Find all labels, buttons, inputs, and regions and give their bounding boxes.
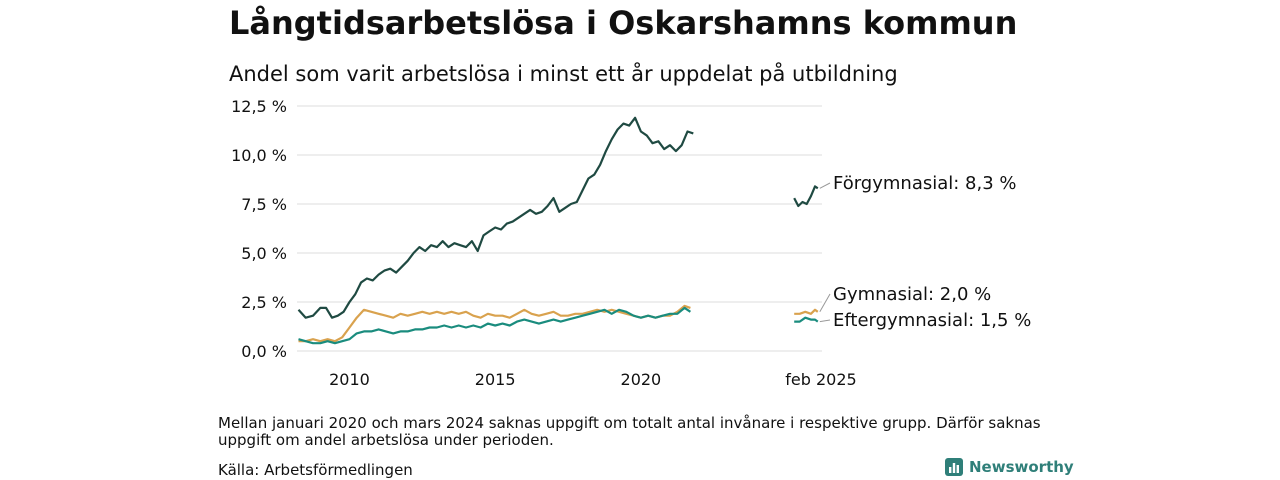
source-note: Källa: Arbetsförmedlingen xyxy=(218,461,413,479)
y-tick-label: 0,0 % xyxy=(241,342,287,361)
y-tick-label: 12,5 % xyxy=(231,97,287,116)
series-line-latest-eftergymnasial xyxy=(794,316,819,323)
y-tick-label: 2,5 % xyxy=(241,293,287,312)
line-chart: 0,0 % 2,5 % 5,0 % 7,5 % 10,0 % 12,5 % 2010 2015… xyxy=(231,97,1031,389)
series-line-latest-gymnasial xyxy=(794,308,819,315)
x-tick-label: 2020 xyxy=(621,370,662,389)
y-tick-label: 7,5 % xyxy=(241,195,287,214)
y-tick-label: 5,0 % xyxy=(241,244,287,263)
chart-title: Långtidsarbetslösa i Oskarshamns kommun xyxy=(229,4,1018,42)
series-line-latest-förgymnasial xyxy=(793,185,819,208)
x-tick-label-latest: feb 2025 xyxy=(785,370,856,389)
x-tick-label: 2015 xyxy=(475,370,516,389)
footnote: Mellan januari 2020 och mars 2024 saknas… xyxy=(218,414,1041,449)
series-line-eftergymnasial xyxy=(298,306,692,345)
chart-subtitle: Andel som varit arbetslösa i minst ett å… xyxy=(229,62,898,86)
end-label-förgymnasial: Förgymnasial: 8,3 % xyxy=(833,173,1017,194)
leader-line-förgymnasial xyxy=(819,182,831,189)
leader-line-gymnasial xyxy=(819,293,831,313)
y-tick-label: 10,0 % xyxy=(231,146,287,165)
brand-name: Newsworthy xyxy=(969,458,1074,476)
bar-chart-icon xyxy=(945,458,963,476)
end-label-gymnasial: Gymnasial: 2,0 % xyxy=(833,284,991,305)
series-line-förgymnasial xyxy=(297,116,694,319)
end-label-eftergymnasial: Eftergymnasial: 1,5 % xyxy=(833,310,1031,331)
newsworthy-logo: Newsworthy xyxy=(945,458,1074,476)
x-tick-label: 2010 xyxy=(329,370,370,389)
leader-line-eftergymnasial xyxy=(819,319,831,323)
series-line-gymnasial xyxy=(298,304,691,343)
